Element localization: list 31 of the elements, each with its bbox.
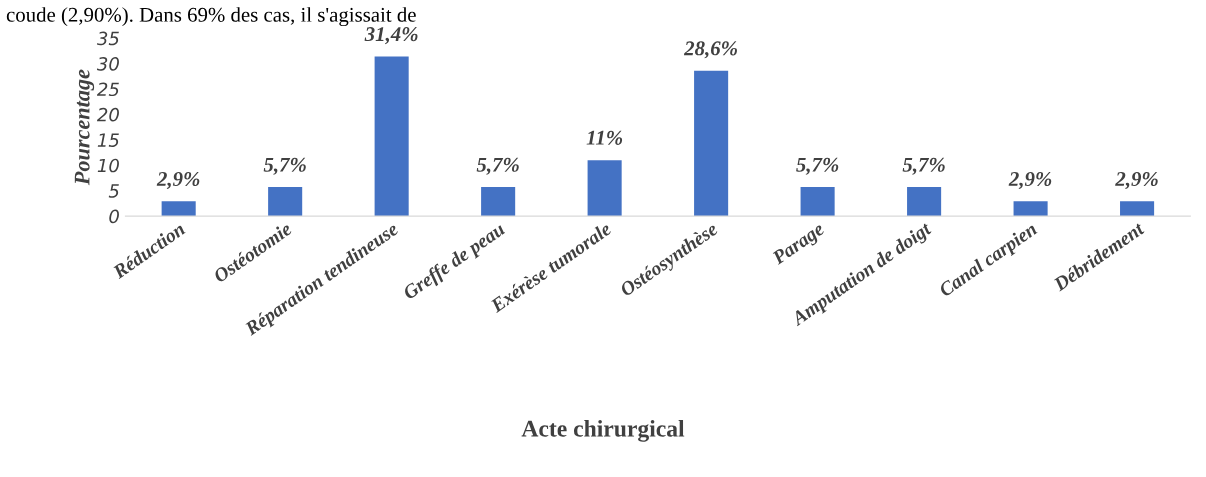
data-label: 31,4% (364, 27, 418, 45)
data-label: 2,9% (1115, 171, 1158, 190)
bar (374, 56, 409, 217)
x-axis-title: Acte chirurgical (521, 420, 685, 442)
bar (694, 70, 729, 217)
y-tick-label: 15 (97, 133, 119, 147)
data-label: 28,6% (683, 41, 737, 59)
y-tick-label: 0 (109, 209, 119, 224)
data-label: 2,9% (156, 171, 200, 190)
y-tick-label: 35 (96, 31, 119, 46)
data-label: 5,7% (476, 157, 519, 175)
data-label: 5,7% (902, 157, 945, 175)
bar (268, 187, 303, 217)
bar (800, 187, 835, 217)
y-tick-label: 30 (96, 57, 119, 71)
y-tick-label: 5 (108, 184, 119, 198)
y-axis-title: Pourcentage (74, 69, 95, 186)
text: coude (2,90%). Dans 69% des cas, il s'agissait de (6, 7, 416, 27)
bar (1013, 201, 1048, 217)
y-tick-label: 20 (96, 107, 119, 122)
bar (587, 160, 622, 217)
data-label: 11% (586, 130, 623, 145)
bar (161, 201, 196, 217)
bar (1120, 201, 1155, 217)
y-tick-label: 10 (97, 158, 119, 173)
data-label: 2,9% (1008, 171, 1052, 190)
data-label: 5,7% (263, 157, 306, 175)
data-label: 5,7% (796, 157, 839, 175)
y-tick-label: 25 (96, 82, 119, 97)
bar (481, 187, 516, 217)
bar (907, 187, 942, 217)
